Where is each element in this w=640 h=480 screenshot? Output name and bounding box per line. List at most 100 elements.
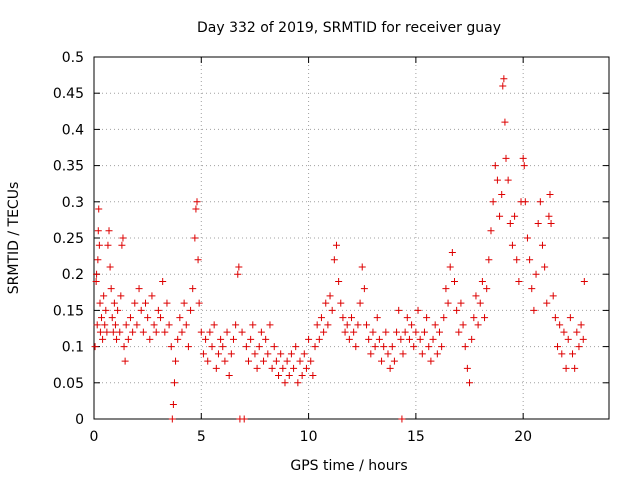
data-point: [369, 328, 377, 336]
y-tick-label: 0.45: [53, 86, 84, 102]
x-tick-label: 0: [90, 429, 99, 445]
x-tick-label: 20: [514, 429, 532, 445]
data-point: [405, 335, 413, 343]
data-point: [532, 270, 540, 278]
data-point: [461, 343, 469, 351]
data-point: [499, 82, 507, 90]
data-point: [571, 364, 579, 372]
data-point: [575, 343, 583, 351]
data-point: [481, 314, 489, 322]
data-point: [100, 292, 108, 300]
data-point: [277, 350, 285, 358]
data-point: [290, 364, 298, 372]
data-point: [521, 198, 529, 206]
data-point: [322, 299, 330, 307]
data-point: [546, 191, 554, 199]
data-point: [126, 314, 134, 322]
data-point: [397, 335, 405, 343]
data-point: [302, 364, 310, 372]
data-point: [501, 118, 509, 126]
data-point: [169, 401, 177, 409]
data-point: [144, 314, 152, 322]
data-point: [538, 241, 546, 249]
data-point: [122, 321, 130, 329]
data-point: [472, 292, 480, 300]
data-point: [451, 277, 458, 285]
data-point: [433, 350, 441, 358]
data-point: [111, 321, 119, 329]
data-point: [107, 285, 115, 293]
data-point: [569, 350, 577, 358]
data-point: [453, 306, 461, 314]
data-point: [161, 328, 169, 336]
data-point: [468, 335, 476, 343]
data-point: [543, 299, 551, 307]
data-point: [279, 364, 287, 372]
data-point: [337, 299, 345, 307]
data-point: [96, 299, 104, 307]
data-point: [315, 335, 323, 343]
data-point: [530, 306, 538, 314]
data-point: [478, 277, 486, 285]
data-point: [225, 372, 233, 380]
data-point: [180, 299, 188, 307]
data-point: [287, 350, 295, 358]
data-point: [106, 263, 114, 271]
data-point: [504, 176, 512, 184]
data-point: [129, 328, 137, 336]
data-point: [380, 343, 388, 351]
data-point: [564, 335, 572, 343]
data-point: [210, 321, 218, 329]
data-points: [91, 75, 588, 423]
data-point: [285, 372, 293, 380]
data-point: [292, 343, 300, 351]
data-point: [137, 306, 145, 314]
data-point: [536, 198, 544, 206]
data-point: [502, 154, 510, 162]
data-point: [335, 277, 343, 285]
data-point: [305, 335, 313, 343]
data-point: [119, 234, 127, 242]
data-point: [174, 335, 182, 343]
data-point: [566, 314, 574, 322]
data-point: [534, 220, 542, 228]
data-point: [199, 350, 207, 358]
data-point: [320, 328, 328, 336]
data-point: [459, 321, 467, 329]
data-point: [500, 75, 508, 83]
y-tick-label: 0.4: [62, 122, 84, 138]
data-point: [470, 314, 478, 322]
data-point: [520, 162, 528, 170]
data-point: [420, 328, 428, 336]
data-point: [360, 285, 368, 293]
data-point: [487, 227, 495, 235]
data-point: [403, 314, 411, 322]
data-point: [260, 357, 268, 365]
data-point: [116, 328, 124, 336]
data-point: [242, 343, 250, 351]
data-point: [221, 357, 229, 365]
data-point: [93, 321, 101, 329]
data-point: [573, 328, 581, 336]
data-point: [401, 328, 409, 336]
y-ticks: 0 0.05 0.1 0.15 0.2 0.25 0.3 0.35 0.4 0.45 0.5: [53, 50, 609, 428]
y-tick-label: 0.05: [53, 376, 84, 392]
data-point: [496, 212, 504, 220]
data-point: [414, 306, 422, 314]
data-point: [332, 241, 340, 249]
data-point: [382, 328, 390, 336]
data-point: [311, 343, 319, 351]
data-point: [178, 328, 186, 336]
y-tick-label: 0.3: [62, 195, 84, 211]
data-point: [98, 314, 106, 322]
data-point: [268, 364, 276, 372]
data-point: [307, 357, 315, 365]
data-point: [410, 343, 418, 351]
data-point: [163, 299, 171, 307]
data-point: [448, 248, 456, 256]
data-point: [378, 357, 386, 365]
data-point: [172, 357, 180, 365]
data-point: [560, 328, 568, 336]
data-point: [270, 343, 278, 351]
